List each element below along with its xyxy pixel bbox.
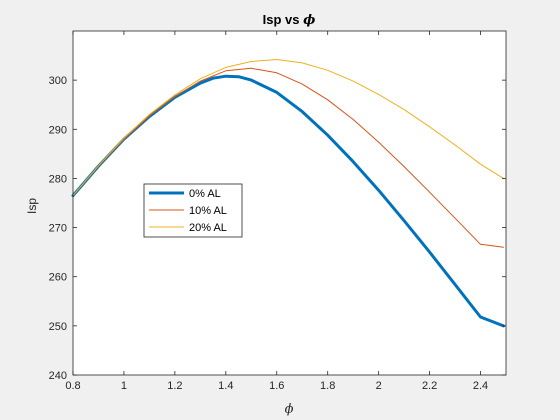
y-axis-ticks: 240 250 260 270 280 290 300 xyxy=(49,75,506,382)
x-tick-label: 1.2 xyxy=(167,380,182,392)
plot-border xyxy=(72,30,507,376)
legend-label-2: 20% AL xyxy=(189,222,227,234)
plot-area xyxy=(73,31,506,375)
x-tick-label: 1.8 xyxy=(320,380,335,392)
legend-label-0: 0% AL xyxy=(189,188,221,200)
y-tick-label: 240 xyxy=(49,370,67,382)
x-tick-label: 1.4 xyxy=(218,380,233,392)
series-line-2 xyxy=(72,59,504,197)
x-tick-label: 0.8 xyxy=(65,380,80,392)
chart-title-symbol: ϕ xyxy=(303,13,315,28)
legend-label-1: 10% AL xyxy=(189,205,227,217)
x-tick-label: 2.2 xyxy=(422,380,437,392)
x-tick-label: 1.6 xyxy=(269,380,284,392)
y-tick-label: 270 xyxy=(49,223,67,235)
chart-title: Isp vs ϕ xyxy=(263,12,316,28)
y-tick-label: 300 xyxy=(49,75,67,87)
y-tick-label: 290 xyxy=(49,124,67,136)
x-tick-label: 2.4 xyxy=(473,380,488,392)
x-axis-label: ϕ xyxy=(285,402,294,417)
legend: 0% AL 10% AL 20% AL xyxy=(143,183,243,238)
x-axis-ticks: 0.8 1 1.2 1.4 1.6 1.8 2 2.2 2.4 xyxy=(65,31,488,392)
series-layer xyxy=(71,59,505,328)
chart-title-text: Isp vs xyxy=(263,12,303,27)
x-tick-label: 1 xyxy=(121,380,127,392)
x-tick-label: 2 xyxy=(376,380,382,392)
y-tick-label: 280 xyxy=(49,173,67,185)
y-tick-label: 260 xyxy=(49,272,67,284)
y-tick-label: 250 xyxy=(49,321,67,333)
series-line-1 xyxy=(72,67,504,248)
y-axis-label: Isp xyxy=(25,198,39,214)
